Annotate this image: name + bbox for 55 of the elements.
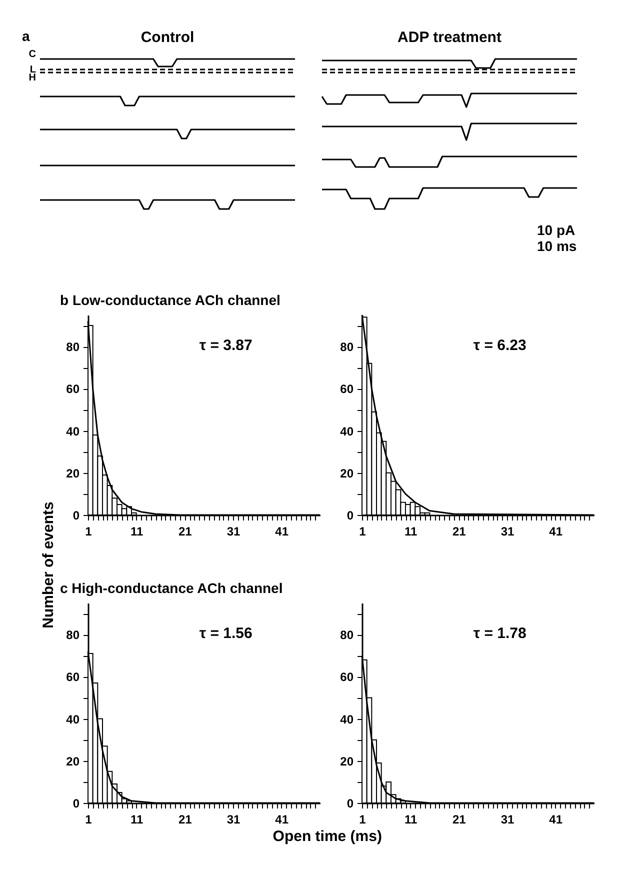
y-tick-label: 20 — [66, 754, 80, 768]
text: 10 pA — [537, 222, 576, 238]
series-label: H — [28, 72, 36, 84]
series-label: C — [28, 49, 36, 60]
x-tick-label: 41 — [549, 812, 563, 826]
y-tick-label: 40 — [340, 712, 354, 726]
x-tick-label: 11 — [130, 524, 144, 538]
annotation: τ = 1.78 — [473, 625, 526, 642]
x-tick-label: 41 — [275, 812, 289, 826]
y-tick-label: 80 — [340, 628, 354, 642]
chart-title: ADP treatment — [398, 29, 502, 46]
y-tick-label: 40 — [340, 424, 354, 438]
y-tick-label: 60 — [340, 382, 354, 396]
y-tick-label: 40 — [66, 424, 80, 438]
y-tick-label: 0 — [72, 796, 80, 810]
x-tick-label: 41 — [549, 524, 563, 538]
y-tick-label: 60 — [66, 670, 80, 684]
y-tick-label: 0 — [346, 508, 354, 522]
x-tick-label: 31 — [500, 812, 514, 826]
x-tick-label: 41 — [275, 524, 289, 538]
chart-title: Control — [140, 29, 194, 46]
x-axis-title: Open time (ms) — [272, 828, 382, 845]
annotation: τ = 1.56 — [199, 625, 252, 642]
x-tick-label: 21 — [452, 812, 466, 826]
y-tick-label: 60 — [340, 670, 354, 684]
x-tick-label: 21 — [452, 524, 466, 538]
y-tick-label: 40 — [66, 712, 80, 726]
x-tick-label: 1 — [359, 812, 366, 826]
y-axis-title: Number of events — [40, 502, 57, 628]
y-tick-label: 20 — [340, 466, 354, 480]
chart-title: b Low-conductance ACh channel — [60, 292, 280, 308]
y-tick-label: 0 — [72, 508, 80, 522]
annotation: τ = 3.87 — [199, 337, 252, 354]
x-tick-label: 11 — [130, 812, 144, 826]
x-tick-label: 1 — [359, 524, 366, 538]
x-tick-label: 31 — [500, 524, 514, 538]
annotation: τ = 6.23 — [473, 337, 526, 354]
y-tick-label: 20 — [340, 754, 354, 768]
x-tick-label: 31 — [226, 812, 240, 826]
x-tick-label: 1 — [85, 524, 92, 538]
y-tick-label: 80 — [66, 628, 80, 642]
y-tick-label: 20 — [66, 466, 80, 480]
text: 10 ms — [537, 238, 577, 254]
x-tick-label: 31 — [226, 524, 240, 538]
chart-title: c High-conductance ACh channel — [60, 580, 283, 596]
y-tick-label: 60 — [66, 382, 80, 396]
y-tick-label: 80 — [66, 340, 80, 354]
x-tick-label: 21 — [178, 812, 192, 826]
text: a — [22, 28, 30, 44]
x-tick-label: 11 — [404, 812, 418, 826]
y-tick-label: 80 — [340, 340, 354, 354]
x-tick-label: 21 — [178, 524, 192, 538]
x-tick-label: 1 — [85, 812, 92, 826]
y-tick-label: 0 — [346, 796, 354, 810]
x-tick-label: 11 — [404, 524, 418, 538]
